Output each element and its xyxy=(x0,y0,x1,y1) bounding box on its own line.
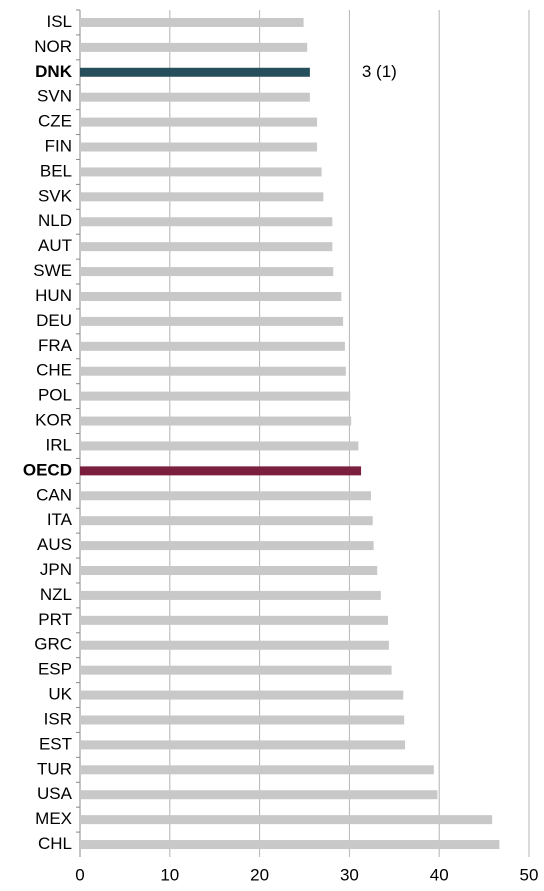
y-tick-label: DNK xyxy=(35,62,73,81)
bar xyxy=(80,267,334,277)
bar xyxy=(80,815,493,825)
x-tick-label: 50 xyxy=(520,865,539,884)
bar xyxy=(80,590,381,600)
bar xyxy=(80,466,362,476)
y-tick-label: OECD xyxy=(23,460,72,479)
bar xyxy=(80,790,438,800)
y-tick-label: FIN xyxy=(45,136,72,155)
y-tick-label: DEU xyxy=(36,311,72,330)
bar xyxy=(80,615,389,625)
bar xyxy=(80,366,346,376)
y-tick-label: BEL xyxy=(40,161,72,180)
y-tick-label: POL xyxy=(38,386,72,405)
y-tick-label: CAN xyxy=(36,485,72,504)
x-tick-label: 10 xyxy=(160,865,179,884)
y-tick-label: CHE xyxy=(36,361,72,380)
y-tick-label: AUS xyxy=(37,535,72,554)
y-tick-label: UK xyxy=(48,685,72,704)
bar xyxy=(80,92,310,102)
y-tick-label: ESP xyxy=(38,660,72,679)
y-tick-label: SWE xyxy=(33,261,72,280)
bar xyxy=(80,17,304,27)
bar xyxy=(80,217,333,227)
y-tick-label: ISL xyxy=(46,12,72,31)
x-tick-label: 20 xyxy=(250,865,269,884)
bar xyxy=(80,316,344,326)
bar xyxy=(80,715,405,725)
bar xyxy=(80,765,434,775)
y-tick-label: GRC xyxy=(34,635,72,654)
bar xyxy=(80,566,378,576)
bar xyxy=(80,665,392,675)
y-tick-label: CZE xyxy=(38,112,72,131)
x-tick-label: 30 xyxy=(340,865,359,884)
bar xyxy=(80,192,324,202)
y-tick-label: SVK xyxy=(38,186,73,205)
bar xyxy=(80,640,389,650)
bar xyxy=(80,242,333,252)
y-tick-label: NLD xyxy=(38,211,72,230)
bar xyxy=(80,690,404,700)
bar xyxy=(80,67,310,77)
bar xyxy=(80,541,374,551)
bar xyxy=(80,516,373,526)
y-tick-label: USA xyxy=(37,784,73,803)
annotation: 3 (1) xyxy=(362,62,397,81)
bar xyxy=(80,291,342,301)
bar xyxy=(80,341,345,351)
bar xyxy=(80,491,371,501)
y-tick-label: IRL xyxy=(46,435,72,454)
y-tick-label: ISR xyxy=(44,709,72,728)
bar xyxy=(80,441,359,451)
y-tick-label: MEX xyxy=(35,809,72,828)
x-tick-label: 40 xyxy=(430,865,449,884)
y-tick-label: CHL xyxy=(38,834,72,853)
y-tick-label: TUR xyxy=(37,759,72,778)
x-tick-label: 0 xyxy=(75,865,84,884)
bar xyxy=(80,840,500,850)
y-tick-label: NOR xyxy=(34,37,72,56)
bar xyxy=(80,117,318,127)
bar xyxy=(80,740,406,750)
bar xyxy=(80,142,318,152)
y-tick-label: EST xyxy=(39,734,72,753)
bar xyxy=(80,416,352,426)
y-tick-label: AUT xyxy=(38,236,72,255)
y-tick-label: SVN xyxy=(37,87,72,106)
y-tick-label: HUN xyxy=(35,286,72,305)
y-tick-label: PRT xyxy=(38,610,72,629)
bar xyxy=(80,42,308,52)
y-tick-label: NZL xyxy=(40,585,72,604)
bar xyxy=(80,167,322,177)
y-tick-label: FRA xyxy=(38,336,73,355)
y-tick-label: JPN xyxy=(40,560,72,579)
y-tick-label: KOR xyxy=(35,411,72,430)
y-tick-label: ITA xyxy=(47,510,73,529)
bar xyxy=(80,391,351,401)
